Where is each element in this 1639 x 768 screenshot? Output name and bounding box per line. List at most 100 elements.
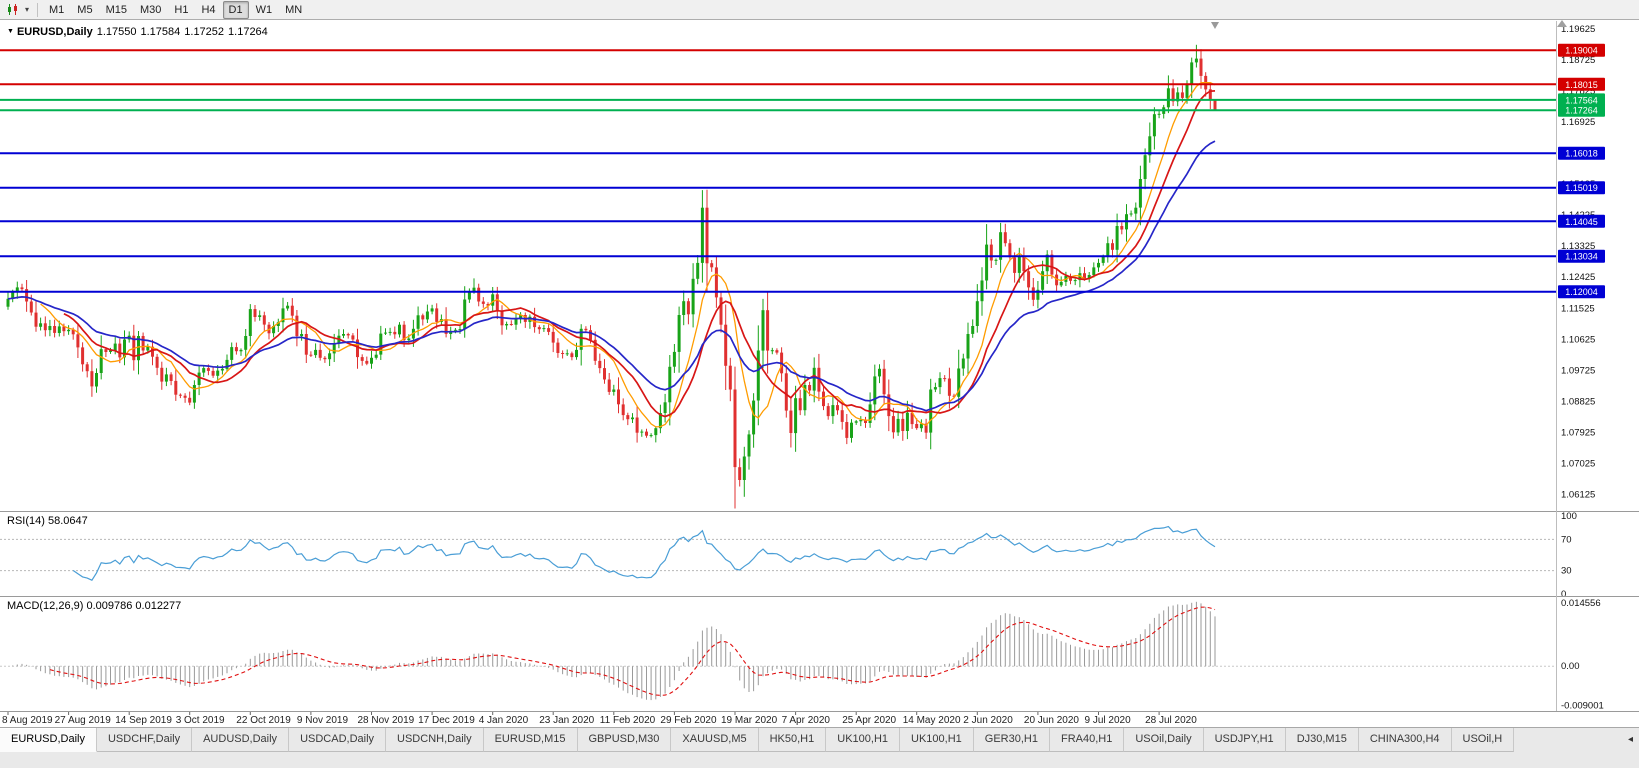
- timeframe-toolbar: ▾ M1 M5 M15 M30 H1 H4 D1 W1 MN: [0, 0, 1639, 20]
- svg-text:1.12425: 1.12425: [1561, 272, 1595, 283]
- svg-text:27 Aug 2019: 27 Aug 2019: [55, 715, 112, 726]
- svg-text:0.014556: 0.014556: [1561, 598, 1601, 609]
- svg-text:11 Feb 2020: 11 Feb 2020: [600, 715, 656, 726]
- chart-type-dropdown-icon[interactable]: ▾: [24, 4, 29, 14]
- timeframe-button-m30[interactable]: M30: [139, 3, 162, 16]
- chart-tab-usdjpy-h1[interactable]: USDJPY,H1: [1203, 728, 1286, 752]
- svg-text:22 Oct 2019: 22 Oct 2019: [236, 715, 291, 726]
- svg-text:23 Jan 2020: 23 Jan 2020: [539, 715, 594, 726]
- chart-tab-audusd-daily[interactable]: AUDUSD,Daily: [192, 728, 290, 752]
- svg-text:1.07925: 1.07925: [1561, 428, 1595, 439]
- timeframe-button-m1[interactable]: M1: [49, 3, 65, 16]
- chart-tab-xauusd-m5[interactable]: XAUUSD,M5: [671, 728, 759, 752]
- chart-tab-eurusd-m15[interactable]: EURUSD,M15: [483, 728, 578, 752]
- svg-text:28 Jul 2020: 28 Jul 2020: [1145, 715, 1197, 726]
- chart-tab-ger30-h1[interactable]: GER30,H1: [973, 728, 1050, 752]
- svg-text:1.19004: 1.19004: [1565, 46, 1598, 56]
- timeframe-button-h1[interactable]: H1: [174, 3, 189, 16]
- timeframe-button-d1[interactable]: D1: [222, 0, 249, 19]
- svg-text:0: 0: [1561, 589, 1566, 600]
- svg-text:30: 30: [1561, 566, 1572, 577]
- chart-plot-area[interactable]: 1.196251.187251.178251.169251.160251.151…: [0, 0, 1639, 727]
- timeframe-buttons: M1 M5 M15 M30 H1 H4 D1 W1 MN: [43, 0, 308, 19]
- svg-text:1.10625: 1.10625: [1561, 334, 1595, 345]
- svg-text:1.08825: 1.08825: [1561, 396, 1595, 407]
- candles: [6, 44, 1217, 509]
- chart-tab-eurusd-daily[interactable]: EURUSD,Daily: [0, 728, 97, 752]
- svg-text:9 Nov 2019: 9 Nov 2019: [297, 715, 349, 726]
- candlestick-glyph: [8, 4, 17, 15]
- svg-text:20 Jun 2020: 20 Jun 2020: [1024, 715, 1079, 726]
- chart-menu-triangle-icon[interactable]: ▼: [7, 28, 14, 35]
- toolbar-separator: [37, 2, 38, 17]
- svg-text:1.07025: 1.07025: [1561, 459, 1595, 470]
- moving-average-lines: [7, 81, 1216, 428]
- chart-tab-usdcnh-daily[interactable]: USDCNH,Daily: [386, 728, 484, 752]
- axis-scroll-marker[interactable]: [1557, 20, 1567, 27]
- chart-tab-hk50-h1[interactable]: HK50,H1: [758, 728, 827, 752]
- svg-text:8 Aug 2019: 8 Aug 2019: [2, 715, 53, 726]
- svg-text:1.09725: 1.09725: [1561, 365, 1595, 376]
- svg-text:70: 70: [1561, 534, 1572, 545]
- chart-tab-uk100-h1[interactable]: UK100,H1: [900, 728, 974, 752]
- svg-text:1.17825: 1.17825: [1561, 86, 1595, 97]
- svg-text:-0.009001: -0.009001: [1561, 700, 1604, 711]
- chart-tab-uk100-h1[interactable]: UK100,H1: [826, 728, 901, 752]
- chart-shift-marker[interactable]: [1211, 22, 1219, 29]
- svg-text:1.17564: 1.17564: [1565, 95, 1598, 105]
- svg-text:1.18015: 1.18015: [1565, 80, 1598, 90]
- svg-text:14 May 2020: 14 May 2020: [903, 715, 961, 726]
- svg-text:7 Apr 2020: 7 Apr 2020: [782, 715, 831, 726]
- svg-text:1.06125: 1.06125: [1561, 490, 1595, 501]
- macd-indicator-label: MACD(12,26,9) 0.009786 0.012277: [7, 600, 182, 612]
- svg-text:0.00: 0.00: [1561, 661, 1580, 672]
- timeframe-button-w1[interactable]: W1: [255, 3, 273, 16]
- chart-tab-bar: EURUSD,Daily USDCHF,Daily AUDUSD,Daily USDC…: [0, 727, 1639, 768]
- ohlc-open: 1.17550: [96, 26, 137, 38]
- tab-scroll-left-icon[interactable]: ◂: [1627, 734, 1633, 745]
- chart-symbol-period: EURUSD,Daily: [16, 26, 93, 38]
- macd-panel[interactable]: 0.014556 0.00 -0.009001: [0, 598, 1604, 712]
- rsi-indicator-label: RSI(14) 58.0647: [7, 515, 88, 527]
- svg-text:4 Jan 2020: 4 Jan 2020: [479, 715, 529, 726]
- svg-text:100: 100: [1561, 511, 1577, 522]
- svg-text:1.17264: 1.17264: [1565, 106, 1598, 116]
- svg-text:25 Apr 2020: 25 Apr 2020: [842, 715, 896, 726]
- svg-text:1.18725: 1.18725: [1561, 55, 1595, 66]
- svg-text:1.11525: 1.11525: [1561, 303, 1595, 314]
- svg-text:3 Oct 2019: 3 Oct 2019: [176, 715, 225, 726]
- svg-text:1.19625: 1.19625: [1561, 24, 1595, 35]
- svg-text:1.13034: 1.13034: [1565, 252, 1598, 262]
- horizontal-level-lines[interactable]: [0, 49, 1556, 293]
- timeframe-button-m15[interactable]: M15: [105, 3, 127, 16]
- timeframe-button-mn[interactable]: MN: [285, 3, 303, 16]
- chart-type-icon[interactable]: [4, 2, 22, 18]
- svg-text:28 Nov 2019: 28 Nov 2019: [358, 715, 415, 726]
- chart-tab-usoil-daily[interactable]: USOil,Daily: [1124, 728, 1204, 752]
- date-axis[interactable]: 8 Aug 2019 27 Aug 2019 14 Sep 2019 3 Oct 20…: [2, 712, 1197, 726]
- svg-text:14 Sep 2019: 14 Sep 2019: [115, 715, 172, 726]
- svg-text:1.12004: 1.12004: [1565, 287, 1598, 297]
- chart-tab-usdchf-daily[interactable]: USDCHF,Daily: [96, 728, 193, 752]
- svg-text:29 Feb 2020: 29 Feb 2020: [660, 715, 717, 726]
- chart-tab-usoil-h[interactable]: USOil,H: [1451, 728, 1515, 752]
- ohlc-low: 1.17252: [184, 26, 225, 38]
- svg-text:1.13325: 1.13325: [1561, 241, 1595, 252]
- chart-tab-usdcad-daily[interactable]: USDCAD,Daily: [289, 728, 387, 752]
- svg-text:9 Jul 2020: 9 Jul 2020: [1085, 715, 1132, 726]
- svg-text:1.14045: 1.14045: [1565, 217, 1598, 227]
- svg-text:1.15019: 1.15019: [1565, 183, 1598, 193]
- chart-tab-fra40-h1[interactable]: FRA40,H1: [1049, 728, 1125, 752]
- chart-tab-dj30-m15[interactable]: DJ30,M15: [1285, 728, 1359, 752]
- chart-title: ▼ EURUSD,Daily 1.17550 1.17584 1.17252 1.1726…: [7, 26, 272, 38]
- svg-text:17 Dec 2019: 17 Dec 2019: [418, 715, 475, 726]
- ohlc-close: 1.17264: [228, 26, 268, 38]
- chart-tab-china300-h4[interactable]: CHINA300,H4: [1358, 728, 1452, 752]
- svg-text:1.16018: 1.16018: [1565, 149, 1598, 159]
- rsi-panel[interactable]: 100 70 30 0: [0, 511, 1577, 600]
- timeframe-button-m5[interactable]: M5: [77, 3, 93, 16]
- chart-tab-gbpusd-m30[interactable]: GBPUSD,M30: [577, 728, 672, 752]
- timeframe-button-h4[interactable]: H4: [201, 3, 216, 16]
